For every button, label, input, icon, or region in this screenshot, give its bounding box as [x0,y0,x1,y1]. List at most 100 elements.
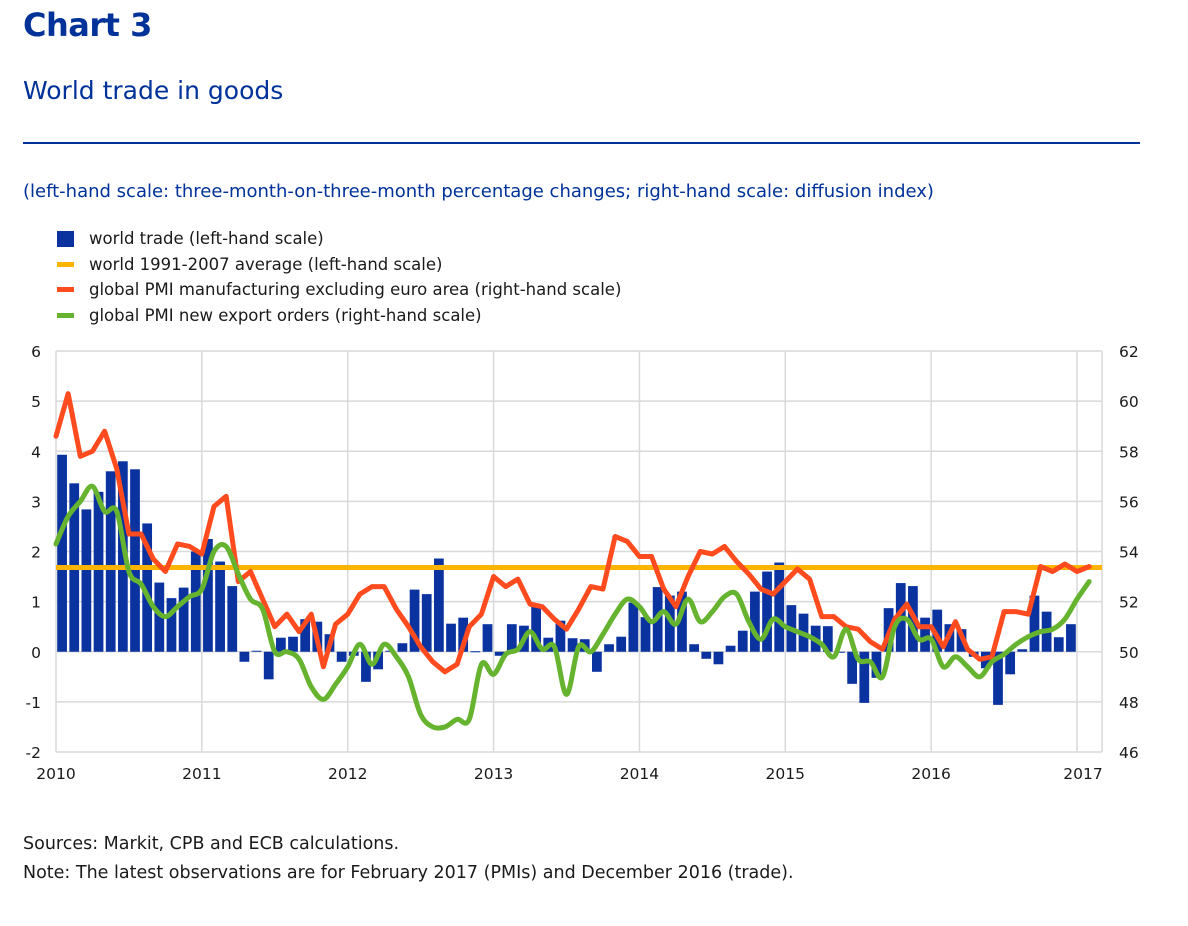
legend-label: world trade (left-hand scale) [89,229,324,249]
x-axis-tick-label: 2014 [620,765,659,783]
trade-bar [142,523,153,652]
units-note: (left-hand scale: three-month-on-three-m… [23,181,934,202]
legend-item-world-trade: world trade (left-hand scale) [57,226,621,252]
trade-bar [701,651,712,659]
trade-bar [835,651,845,653]
sources-note: Sources: Markit, CPB and ECB calculation… [23,834,400,854]
trade-bar [506,624,517,652]
trade-bar [203,538,213,652]
right-axis-tick-label: 52 [1119,594,1139,612]
trade-bar [336,651,347,662]
trade-bar [713,651,724,665]
trade-bar [677,591,687,652]
legend-swatch-bar-icon [57,230,74,247]
legend-swatch-line-icon [57,312,74,318]
trade-bar [458,617,469,652]
right-axis-tick-label: 56 [1119,493,1139,511]
trade-bar [227,586,238,652]
trade-bar [433,558,444,652]
right-axis-tick-label: 50 [1119,644,1139,662]
trade-bar [81,509,92,652]
legend-label: global PMI new export orders (right-hand… [89,305,482,325]
trade-bar [993,651,1003,705]
trade-bar [847,651,858,684]
trade-bar [616,636,627,652]
trade-bar [1005,651,1016,675]
trade-bar [482,624,493,652]
left-axis-tick-label: 6 [31,343,41,361]
trade-bar [166,598,177,652]
trade-bar [762,571,772,652]
trade-bar [397,643,408,652]
trade-bar [215,561,225,652]
trade-bar [664,595,675,652]
left-axis-tick-label: -1 [26,694,41,712]
trade-bar [93,491,104,652]
trade-bar [1029,595,1040,652]
observation-note: Note: The latest observations are for Fe… [23,863,794,883]
legend-swatch-line-icon [57,287,74,293]
x-axis-tick-label: 2013 [474,765,513,783]
legend-swatch-line-icon [57,261,74,267]
x-axis-tick-label: 2010 [36,765,75,783]
trade-bar [275,637,286,652]
left-axis-tick-label: 1 [31,594,41,612]
trade-bar [604,644,614,652]
legend: world trade (left-hand scale) world 1991… [57,226,621,328]
legend-label: global PMI manufacturing excluding euro … [89,280,622,300]
trade-bar [154,582,165,652]
chart-number: Chart 3 [23,6,152,44]
trade-bar [822,626,833,652]
trade-bar [932,609,943,652]
trade-bar [251,650,262,652]
trade-bar [640,617,651,652]
pmi-export-orders-line [53,483,1092,731]
trade-bar [737,630,748,652]
legend-item-pmi-manufacturing: global PMI manufacturing excluding euro … [57,277,621,303]
trade-bar [920,617,930,652]
trade-bar [361,651,371,682]
left-axis-tick-label: 4 [31,443,41,461]
footer: Sources: Markit, CPB and ECB calculation… [23,830,794,888]
trade-bar [1053,637,1064,652]
trade-bar [178,587,189,652]
trade-bar [1017,649,1028,652]
trade-bar [117,461,128,652]
trade-bar [494,651,505,656]
x-axis-tick-label: 2015 [766,765,805,783]
trade-bar [239,651,250,662]
left-axis-tick-label: 3 [31,493,41,511]
x-axis-tick-label: 2012 [328,765,367,783]
trade-bar [592,651,602,672]
left-axis-tick-label: -2 [26,744,41,762]
trade-bar [409,589,420,652]
trade-bar [130,469,140,652]
trade-bar [689,644,700,652]
trade-bar [190,551,201,652]
trade-bar [555,620,566,652]
trade-bar [446,623,456,652]
right-axis-tick-label: 62 [1119,343,1139,361]
trade-bar [470,651,481,653]
trade-bar [288,636,298,652]
trade-bar [871,651,882,678]
left-axis-tick-label: 5 [31,393,41,411]
trade-bar [57,454,67,652]
trade-bars [57,454,1076,705]
trade-bar [628,602,639,652]
legend-label: world 1991-2007 average (left-hand scale… [89,254,443,274]
right-axis-tick-label: 58 [1119,443,1139,461]
trade-bar [859,651,870,703]
pmi-manufacturing-line [53,391,1092,675]
trade-bar [725,645,736,652]
trade-bar [300,619,311,652]
trade-bar [750,591,760,652]
title-divider [23,142,1140,144]
trade-bar [105,471,116,652]
pmi-lines [53,391,1092,731]
right-axis-tick-label: 60 [1119,393,1139,411]
right-axis-tick-label: 46 [1119,744,1139,762]
chart-title: World trade in goods [23,76,284,105]
